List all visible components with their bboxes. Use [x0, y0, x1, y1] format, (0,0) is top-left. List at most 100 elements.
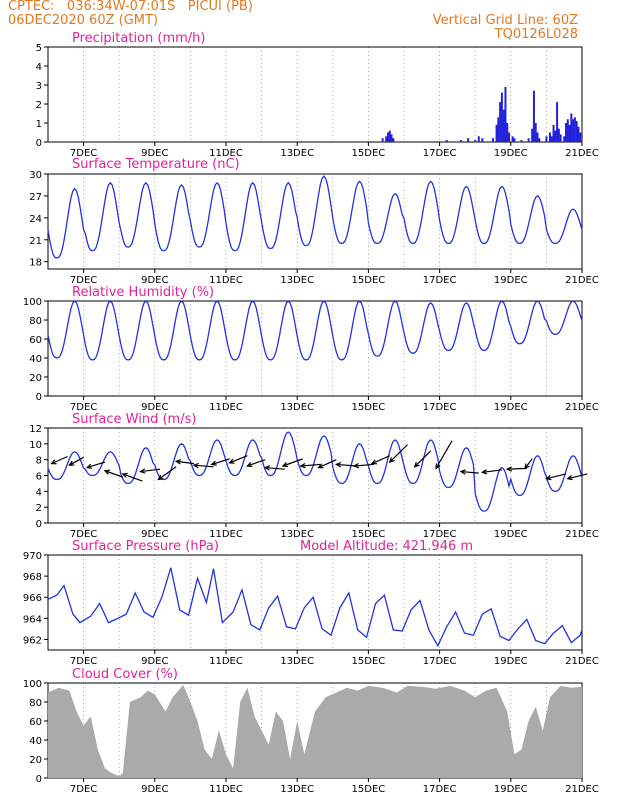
y-tick-label: 5	[36, 43, 42, 54]
precip-bar	[572, 119, 575, 142]
precip-bar	[381, 138, 384, 142]
wind-arrow-head	[192, 462, 199, 469]
precip-bar	[388, 130, 391, 142]
y-tick-label: 0	[36, 138, 42, 149]
x-tick-label: 11DEC	[209, 784, 243, 795]
y-tick-label: 30	[29, 170, 42, 181]
y-tick-label: 60	[29, 717, 42, 728]
wind-arrow-head	[85, 463, 93, 469]
precip-bar	[511, 136, 514, 142]
wind-arrow-head	[545, 475, 552, 481]
wind-arrow-shaft	[69, 456, 84, 466]
y-tick-label: 18	[29, 258, 42, 269]
x-tick-label: 13DEC	[280, 784, 314, 795]
wind-arrow-shaft	[193, 464, 214, 468]
y-tick-label: 20	[29, 755, 42, 766]
wind-arrow-head	[139, 468, 146, 474]
precip-bar	[557, 128, 560, 142]
precip-bar	[579, 132, 582, 142]
wind-arrow-shaft	[140, 468, 161, 473]
wind-arrow-head	[566, 475, 573, 481]
wind-arrow-head	[388, 457, 395, 464]
y-tick-label: 10	[29, 440, 42, 451]
y-tick-label: 4	[36, 487, 42, 498]
wind-arrow-head	[210, 460, 217, 466]
wind-arrow-head	[246, 462, 253, 468]
y-tick-label: 966	[23, 593, 42, 604]
y-tick-label: 12	[29, 424, 42, 435]
y-tick-label: 4	[36, 62, 42, 73]
wind-arrow-head	[505, 466, 513, 472]
wind-arrow-shaft	[122, 473, 143, 482]
header-station: CPTEC: 036:34W-07:01S PICUI (PB)	[8, 0, 253, 14]
precip-bar	[467, 138, 470, 142]
x-tick-label: 7DEC	[70, 784, 97, 795]
y-tick-label: 20	[29, 373, 42, 384]
precip-bar	[385, 136, 388, 142]
header-date: 06DEC2020 60Z (GMT)	[8, 13, 159, 28]
y-tick-label: 80	[29, 316, 42, 327]
y-tick-label: 1	[36, 119, 42, 130]
x-tick-label: 7DEC	[70, 529, 97, 540]
wind-arrow-shaft	[247, 459, 266, 467]
wind-arrow-head	[370, 459, 377, 465]
precip-bar	[563, 136, 566, 142]
precip-bar	[564, 123, 567, 142]
wind-arrow-head	[299, 462, 306, 469]
wind-arrow-shaft	[282, 458, 303, 467]
precip-bar	[575, 121, 578, 142]
x-tick-label: 13DEC	[280, 402, 314, 413]
wind-arrow-head	[334, 462, 342, 468]
precip-bar	[495, 124, 498, 142]
wind-arrow-shaft	[86, 461, 106, 469]
wind-arrow-head	[68, 460, 75, 466]
x-tick-label: 11DEC	[209, 275, 243, 286]
wind-arrow-head	[317, 463, 324, 469]
x-tick-label: 15DEC	[352, 275, 386, 286]
precip-bar	[497, 117, 500, 142]
x-tick-label: 21DEC	[565, 529, 599, 540]
x-tick-label: 7DEC	[70, 275, 97, 286]
panel-title: Surface Temperature (nC)	[72, 157, 240, 172]
precip-bar	[570, 113, 573, 142]
x-tick-label: 15DEC	[352, 784, 386, 795]
precip-bar	[492, 138, 494, 142]
wind-arrow-shaft	[567, 473, 588, 480]
x-tick-label: 9DEC	[141, 148, 168, 159]
precip-bar	[520, 140, 523, 142]
precip-bar	[538, 138, 541, 142]
x-tick-label: 21DEC	[565, 148, 599, 159]
panel-title: Precipitation (mm/h)	[72, 31, 205, 46]
panel-5: Cloud Cover (%) 0 20 40 60 80 100 7DEC 9DEC 11DEC…	[23, 667, 599, 795]
x-tick-label: 15DEC	[352, 656, 386, 667]
x-tick-label: 13DEC	[280, 656, 314, 667]
precip-bar	[392, 138, 395, 142]
y-tick-label: 100	[23, 297, 42, 308]
x-tick-label: 19DEC	[494, 656, 528, 667]
precip-bar	[477, 136, 480, 142]
wind-arrow-shaft	[336, 463, 356, 467]
wind-arrow-head	[174, 459, 182, 465]
x-tick-label: 9DEC	[141, 275, 168, 286]
x-tick-label: 7DEC	[70, 148, 97, 159]
x-tick-label: 17DEC	[423, 148, 457, 159]
x-tick-label: 17DEC	[423, 402, 457, 413]
panel-0: Precipitation (mm/h) 0 1 2 3 4 5 7DEC 9DEC 11DEC 1…	[36, 31, 599, 159]
precip-bar	[545, 136, 548, 142]
precip-bar	[390, 134, 393, 142]
y-tick-label: 21	[29, 236, 42, 247]
wind-arrow-shaft	[507, 467, 527, 470]
x-tick-label: 15DEC	[352, 402, 386, 413]
x-tick-label: 15DEC	[352, 148, 386, 159]
wind-arrow-shaft	[435, 440, 453, 469]
y-tick-label: 40	[29, 736, 42, 747]
wind-arrow-head	[228, 458, 235, 464]
wind-arrow-shaft	[211, 458, 230, 465]
panel-frame	[47, 173, 583, 270]
y-tick-label: 968	[23, 572, 42, 583]
wind-arrow-shaft	[229, 455, 248, 464]
x-tick-label: 15DEC	[352, 529, 386, 540]
precip-bar	[534, 123, 537, 142]
precip-bar	[500, 92, 503, 142]
x-tick-label: 11DEC	[209, 656, 243, 667]
